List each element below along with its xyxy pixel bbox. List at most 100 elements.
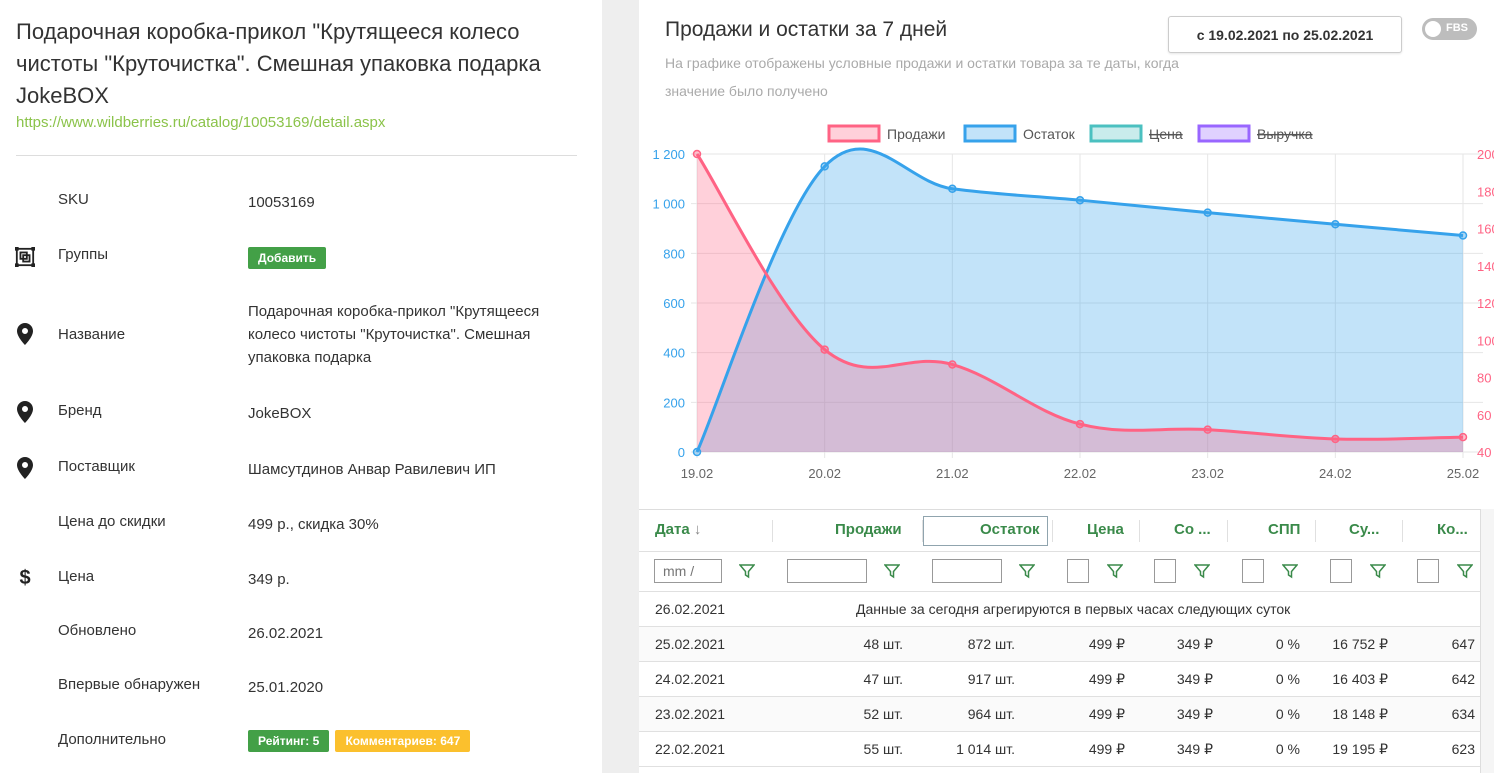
price-before-label: Цена до скидки	[58, 513, 166, 530]
filter-icon[interactable]	[1194, 563, 1210, 579]
x-tick: 20.02	[808, 466, 841, 481]
cell-count: 642	[1451, 671, 1475, 687]
date-range-picker[interactable]: с 19.02.2021 по 25.02.2021	[1168, 16, 1402, 53]
legend-swatch	[1197, 124, 1251, 143]
brand-link[interactable]: JokeBOX	[248, 405, 312, 422]
product-url-link[interactable]: https://www.wildberries.ru/catalog/10053…	[16, 114, 386, 131]
cell-spp: 0 %	[1275, 741, 1300, 757]
price-value: 349 р.	[248, 571, 290, 588]
sales-filter-input[interactable]	[787, 559, 867, 583]
cell-discount-price: 349 ₽	[1176, 636, 1213, 652]
sales-point	[692, 149, 702, 159]
cell-price: 499 ₽	[1088, 706, 1125, 722]
y-right-tick: 180	[1477, 184, 1494, 199]
column-header-sum[interactable]: Су...	[1349, 521, 1380, 538]
stock-point	[1331, 220, 1340, 229]
table-row: 23.02.2021 52 шт. 964 шт. 499 ₽ 349 ₽ 0 % 18 1…	[639, 697, 1480, 732]
chart-title: Продажи и остатки за 7 дней	[665, 18, 948, 41]
column-header-stock[interactable]: Остаток	[980, 521, 1040, 538]
first-seen-label: Впервые обнаружен	[58, 676, 201, 693]
sales-point	[1331, 434, 1340, 444]
groups-add-button[interactable]: Добавить	[248, 246, 327, 269]
name-label: Название	[58, 326, 126, 343]
sales-point	[948, 360, 957, 369]
column-header-price[interactable]: Цена	[1087, 521, 1124, 538]
y-left-tick: 400	[663, 346, 685, 361]
fbs-toggle[interactable]: FBS	[1422, 18, 1477, 40]
cell-discount-price: 349 ₽	[1176, 671, 1213, 687]
column-header-spp[interactable]: СПП	[1268, 521, 1301, 538]
filter-icon[interactable]	[739, 563, 755, 579]
table-row: 25.02.2021 48 шт. 872 шт. 499 ₽ 349 ₽ 0 % 16 7…	[639, 627, 1480, 662]
count-filter-input[interactable]	[1417, 559, 1439, 583]
cell-discount-price: 349 ₽	[1176, 706, 1213, 722]
table-row: 22.02.2021 55 шт. 1 014 шт. 499 ₽ 349 ₽ 0 % 19…	[639, 732, 1480, 767]
stock-filter-input[interactable]	[932, 559, 1002, 583]
sum-filter-input[interactable]	[1330, 559, 1352, 583]
stock-point	[948, 184, 957, 194]
price-label: Цена	[58, 568, 95, 585]
column-header-count[interactable]: Ко...	[1437, 521, 1468, 538]
sales-point	[1075, 419, 1085, 429]
filter-icon[interactable]	[1107, 563, 1123, 579]
comments-badge[interactable]: Комментариев: 647	[335, 730, 471, 752]
stock-area	[697, 149, 1463, 452]
table-scrollbar[interactable]	[1480, 509, 1494, 773]
cell-sum: 19 195 ₽	[1332, 741, 1388, 757]
x-tick: 22.02	[1064, 466, 1097, 481]
cell-count: 647	[1451, 636, 1475, 652]
cell-date: 22.02.2021	[655, 741, 726, 757]
date-filter-input[interactable]	[654, 559, 722, 583]
updated-value: 26.02.2021	[248, 625, 324, 642]
toggle-knob	[1425, 21, 1441, 37]
cell-sales: 48 шт.	[863, 636, 903, 652]
cell-sum: 18 148 ₽	[1332, 706, 1388, 722]
first-seen-value: 25.01.2020	[248, 679, 324, 696]
filter-icon[interactable]	[1370, 563, 1386, 579]
cell-count: 623	[1451, 741, 1475, 757]
cell-price: 499 ₽	[1088, 741, 1125, 757]
sku-label: SKU	[58, 191, 89, 208]
legend-item-4[interactable]: Выручка	[1197, 124, 1313, 143]
filter-icon[interactable]	[884, 563, 900, 579]
filter-icon[interactable]	[1282, 563, 1298, 579]
column-header-sales[interactable]: Продажи	[835, 521, 902, 538]
cell-date: 25.02.2021	[655, 636, 726, 652]
y-left-tick: 600	[663, 296, 685, 311]
supplier-link[interactable]: Шамсутдинов Анвар Равилевич ИП	[248, 461, 496, 478]
badges: Рейтинг: 5 Комментариев: 647	[248, 729, 471, 752]
legend-item-1[interactable]: Продажи	[827, 124, 945, 143]
sales-area	[697, 154, 1463, 452]
cell-sum: 16 403 ₽	[1332, 671, 1388, 687]
sales-table: Дата ↓ Продажи Остаток Цена Со ... СПП С…	[639, 509, 1480, 773]
stock-point	[692, 447, 702, 457]
x-tick: 19.02	[681, 466, 714, 481]
spp-filter-input[interactable]	[1242, 559, 1264, 583]
legend-item-2[interactable]: Остаток	[963, 124, 1076, 143]
y-left-tick: 0	[678, 445, 685, 460]
sales-point	[820, 345, 829, 354]
price-filter-input[interactable]	[1067, 559, 1089, 583]
y-right-tick: 120	[1477, 296, 1494, 311]
y-right-tick: 60	[1477, 408, 1491, 423]
cell-price: 499 ₽	[1088, 636, 1125, 652]
y-right-tick: 140	[1477, 259, 1494, 274]
discount-filter-input[interactable]	[1154, 559, 1176, 583]
legend-swatch	[963, 124, 1017, 143]
y-left-tick: 1 200	[652, 147, 685, 162]
filter-icon[interactable]	[1019, 563, 1035, 579]
legend-item-3[interactable]: Цена	[1089, 124, 1183, 143]
cell-spp: 0 %	[1275, 636, 1300, 652]
extra-label: Дополнительно	[58, 731, 166, 748]
stock-point	[1458, 231, 1468, 240]
cell-stock: 1 014 шт.	[956, 741, 1015, 757]
sales-line	[695, 153, 1464, 441]
x-tick: 23.02	[1191, 466, 1224, 481]
filter-icon[interactable]	[1457, 563, 1473, 579]
sku-value: 10053169	[248, 194, 315, 211]
cell-spp: 0 %	[1275, 706, 1300, 722]
column-header-discount-price[interactable]: Со ...	[1174, 521, 1211, 538]
supplier-label: Поставщик	[58, 458, 135, 475]
column-header-date[interactable]: Дата ↓	[655, 521, 702, 538]
stock-point	[1075, 195, 1085, 205]
